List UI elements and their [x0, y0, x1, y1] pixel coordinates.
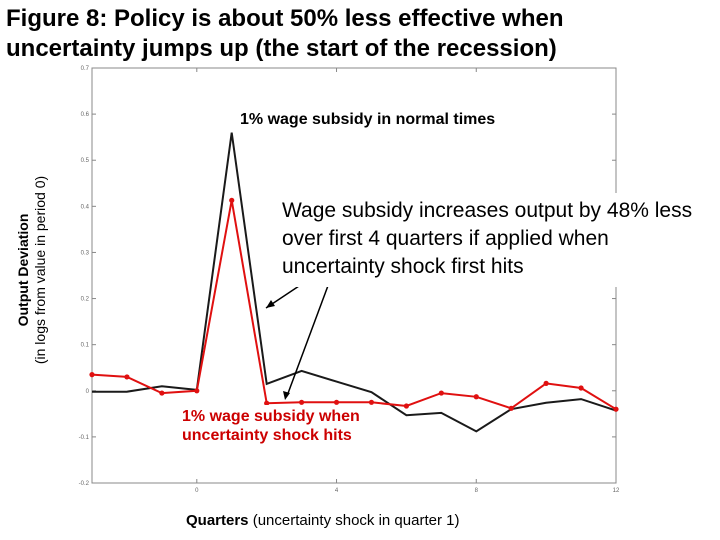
- title-line-1: Figure 8: Policy is about 50% less effec…: [6, 5, 564, 32]
- data-point-shock: [403, 403, 409, 409]
- data-point-shock: [333, 399, 340, 405]
- data-point-shock: [264, 400, 270, 406]
- series-line-normal: [92, 132, 617, 433]
- y-tick-label: 0.5: [81, 158, 90, 164]
- data-point-shock: [124, 374, 130, 380]
- x-axis-label-rest: (uncertainty shock in quarter 1): [248, 512, 460, 529]
- annotation-uncertainty-shock: 1% wage subsidy when uncertainty shock h…: [180, 405, 364, 447]
- series-line-shock: [91, 200, 617, 411]
- data-point-shock: [299, 399, 305, 405]
- y-tick-label: -0.2: [79, 481, 90, 487]
- data-point-shock: [89, 372, 95, 378]
- y-axis-label-bold: Output Deviation: [15, 213, 31, 327]
- data-point-shock: [543, 380, 549, 386]
- y-tick-label: -0.1: [79, 435, 90, 441]
- y-tick-label: 0.2: [81, 297, 90, 303]
- x-tick-label: 8: [475, 488, 479, 494]
- annotation-normal-times: 1% wage subsidy in normal times: [240, 111, 496, 128]
- data-point-shock: [368, 399, 375, 405]
- annotation-shock-line-2: uncertainty shock hits: [182, 427, 352, 444]
- data-point-shock: [578, 385, 584, 391]
- x-tick-label: 12: [613, 488, 620, 494]
- y-tick-label: 0.4: [81, 204, 90, 210]
- y-tick-label: 0.3: [81, 250, 90, 256]
- title-line-2: uncertainty jumps up (the start of the r…: [6, 35, 557, 62]
- data-point-shock: [159, 390, 165, 396]
- y-tick-label: 0.7: [81, 66, 90, 72]
- y-tick-label: 0.6: [81, 112, 90, 118]
- arrow-shock-line: [286, 282, 330, 397]
- annotation-box: Wage subsidy increases output by 48% les…: [276, 193, 712, 287]
- data-point-shock: [473, 394, 479, 400]
- annotation-shock-line-1: 1% wage subsidy when: [182, 408, 360, 425]
- x-tick-label: 4: [335, 488, 339, 494]
- x-axis-label: Quarters (uncertainty shock in quarter 1…: [186, 512, 459, 529]
- arrow-normal-head: [266, 300, 275, 308]
- series-group: [89, 132, 619, 433]
- annotation-arrows: [265, 281, 330, 400]
- data-point-shock: [613, 406, 619, 412]
- arrow-shock-head: [283, 391, 290, 400]
- data-point-shock: [508, 405, 514, 411]
- axes-group: -0.2 -0.1 0 0.1 0.2 0.3 0.4 0.5 0.6 0.7 0 4 8 12: [79, 66, 620, 494]
- data-point-shock: [194, 388, 200, 394]
- page-title: Figure 8: Policy is about 50% less effec…: [6, 4, 718, 64]
- data-point-shock: [229, 197, 235, 203]
- x-axis-label-bold: Quarters: [186, 512, 249, 529]
- y-axis-label: Output Deviation (in logs from value in …: [10, 150, 54, 390]
- data-point-shock: [438, 390, 444, 396]
- x-tick-label: 0: [195, 488, 199, 494]
- y-axis-label-rest: (in logs from value in period 0): [32, 175, 48, 365]
- y-tick-label: 0: [86, 389, 90, 395]
- y-tick-label: 0.1: [81, 343, 90, 349]
